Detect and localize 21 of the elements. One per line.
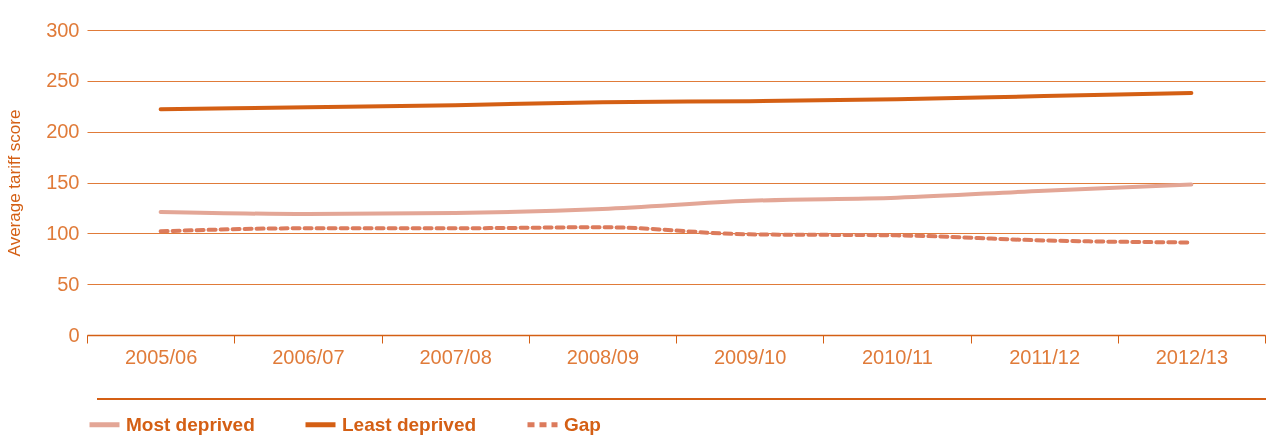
legend-label: Gap — [564, 413, 601, 435]
y-tick-label: 300 — [46, 18, 80, 41]
x-tick-label: 2009/10 — [713, 345, 787, 368]
x-tick-label: 2006/07 — [272, 345, 345, 368]
legend-label: Least deprived — [342, 413, 477, 435]
y-tick-label: 0 — [68, 323, 80, 346]
x-tick-label: 2007/08 — [419, 345, 492, 368]
x-tick-label: 2005/06 — [124, 345, 198, 368]
x-tick-label: 2008/09 — [566, 345, 640, 368]
legend-label: Most deprived — [126, 413, 255, 435]
y-tick-label: 250 — [46, 69, 80, 92]
y-tick-label: 100 — [46, 221, 80, 244]
line-series — [158, 182, 1194, 217]
y-tick-label: 200 — [46, 120, 80, 143]
y-axis-title: Average tariff score — [5, 109, 25, 257]
y-tick-label: 150 — [46, 171, 80, 193]
x-tick-label: 2010/11 — [861, 345, 933, 368]
line-series — [158, 91, 1194, 112]
y-tick-label: 50 — [57, 272, 80, 295]
x-tick-label: 2011/12 — [1009, 345, 1081, 368]
x-tick-label: 2012/13 — [1155, 345, 1229, 368]
